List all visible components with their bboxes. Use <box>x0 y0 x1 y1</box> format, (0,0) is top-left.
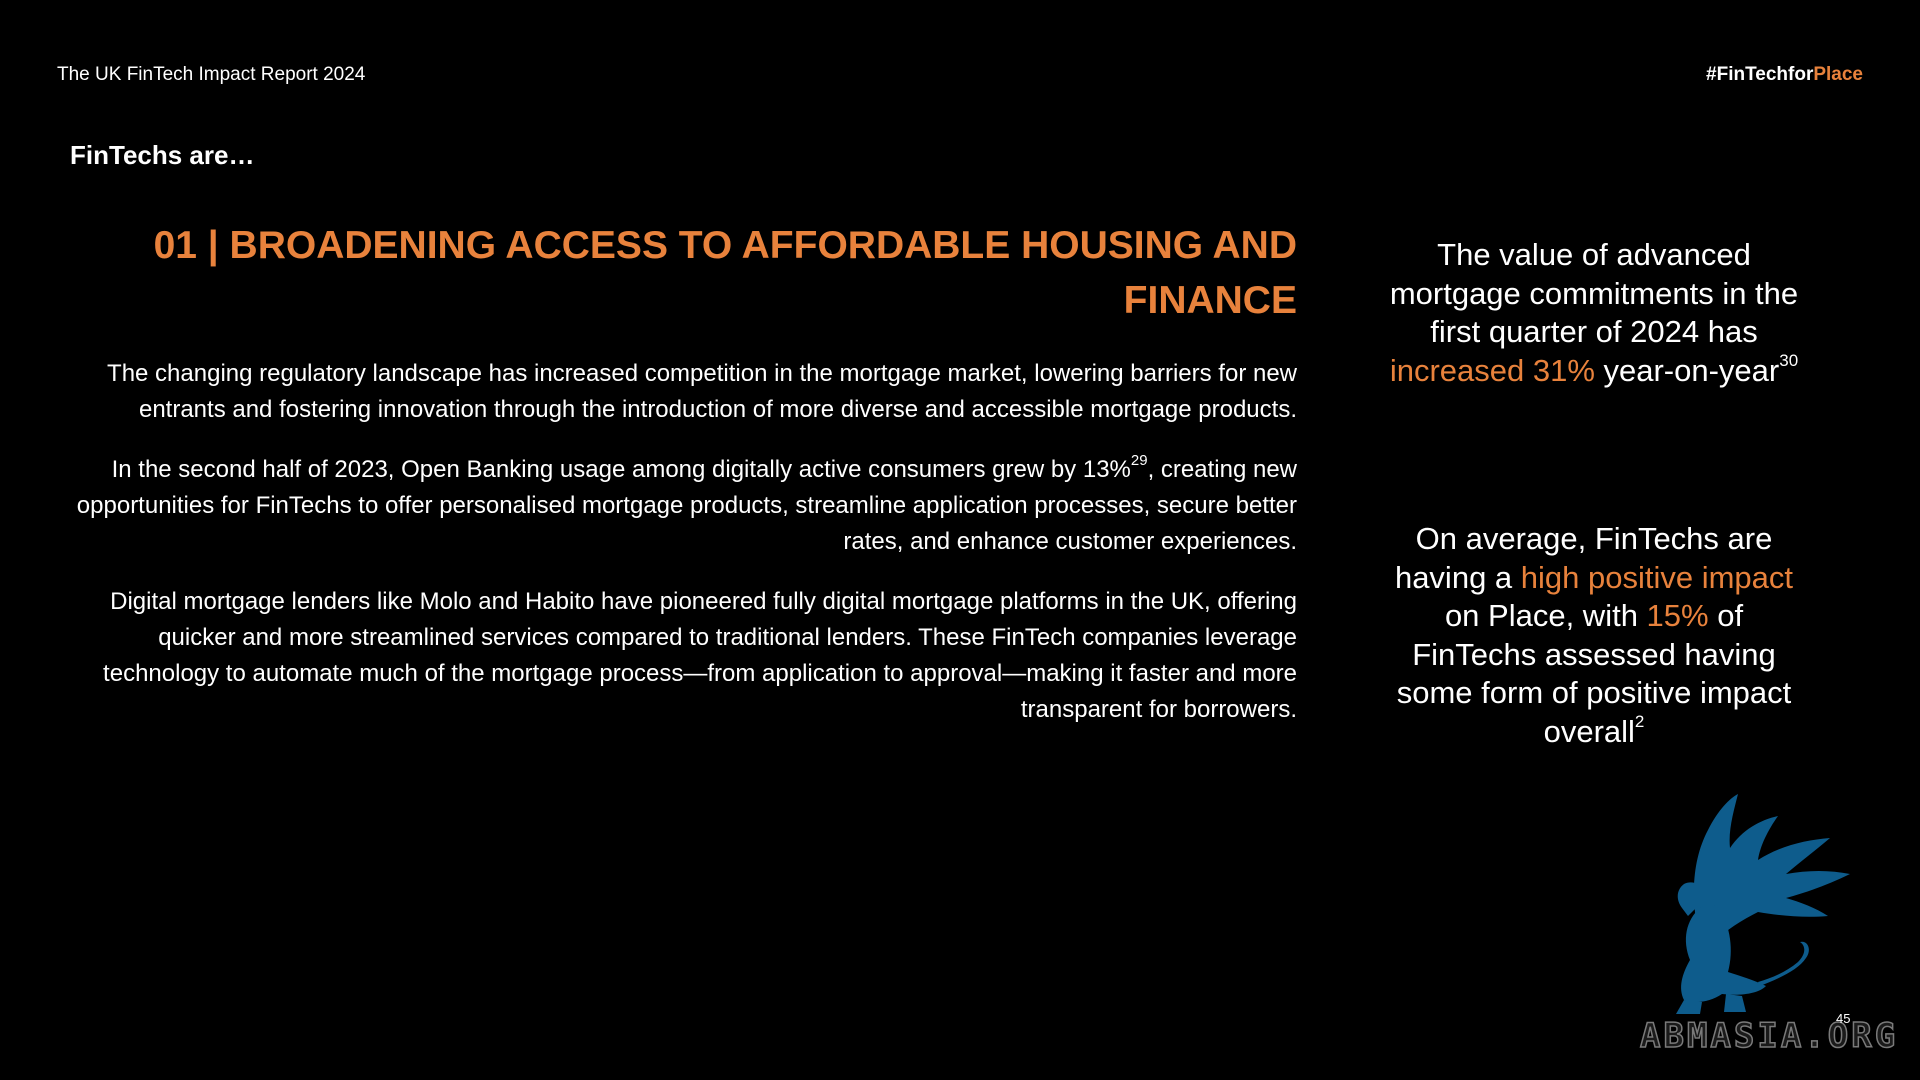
footnote-ref-29: 29 <box>1130 452 1148 469</box>
page-number: 45 <box>1836 1011 1851 1026</box>
hashtag-accent: Place <box>1813 64 1863 85</box>
stat-1-text-b: year-on-year <box>1594 352 1780 388</box>
paragraph-1: The changing regulatory landscape has in… <box>107 360 1297 423</box>
hashtag-prefix: #FinTechfor <box>1706 64 1814 85</box>
paragraph-2-text-b: , creating new opportunities for FinTech… <box>76 456 1297 555</box>
stat-1-text-a: The value of advanced mortgage commitmen… <box>1389 237 1799 349</box>
stat-callout-1: The value of advanced mortgage commitmen… <box>1382 236 1806 390</box>
stat-2-text-b: on Place, with <box>1444 598 1647 633</box>
hashtag: #FinTechforPlace <box>1706 64 1863 86</box>
griffin-logo-icon <box>1676 794 1850 1014</box>
section-heading: 01 | BROADENING ACCESS TO AFFORDABLE HOU… <box>153 224 1297 322</box>
stat-1-highlight: increased 31% <box>1389 352 1595 388</box>
paragraph-2-text-a: In the second half of 2023, Open Banking… <box>111 456 1131 483</box>
watermark-text: ABMASIA.ORG <box>1639 1015 1899 1057</box>
stat-2-highlight-1: high positive impact <box>1520 559 1794 595</box>
footnote-ref-30: 30 <box>1779 351 1799 371</box>
stat-2-highlight-2: 15% <box>1646 598 1709 633</box>
footnote-ref-2: 2 <box>1634 712 1645 732</box>
stat-2-text-c: of FinTechs assessed having some form of… <box>1396 598 1792 749</box>
paragraph-3: Digital mortgage lenders like Molo and H… <box>103 588 1297 723</box>
intro-label: FinTechs are… <box>70 140 255 170</box>
paragraph-2: In the second half of 2023, Open Banking… <box>60 452 1297 560</box>
report-title: The UK FinTech Impact Report 2024 <box>57 64 366 85</box>
stat-callout-2: On average, FinTechs are having a high p… <box>1382 520 1806 751</box>
stat-2-text-a: On average, FinTechs are having a <box>1394 521 1773 595</box>
main-section: 01 | BROADENING ACCESS TO AFFORDABLE HOU… <box>60 218 1297 728</box>
